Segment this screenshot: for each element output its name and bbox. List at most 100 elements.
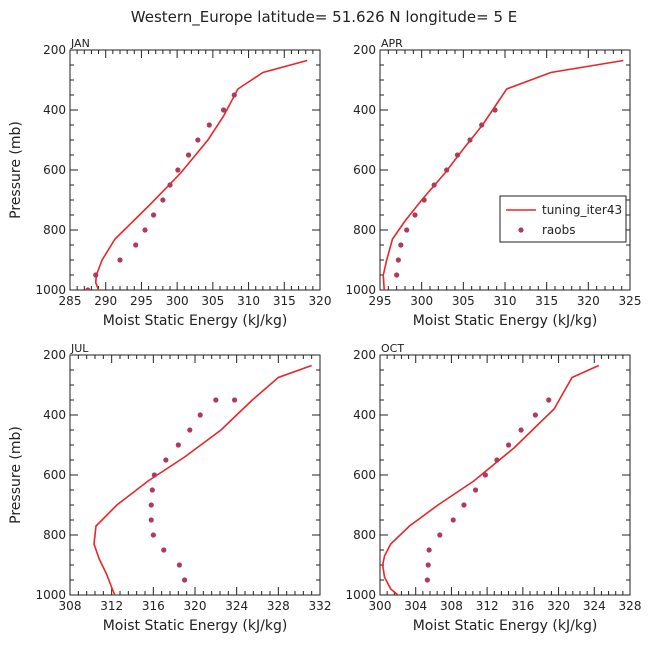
raobs-point <box>149 487 155 493</box>
raobs-point <box>461 502 467 508</box>
raobs-point <box>220 107 227 113</box>
raobs-point <box>398 242 404 248</box>
x-tick-label: 328 <box>267 599 290 613</box>
x-tick-label: 305 <box>452 294 475 308</box>
series-line-tuning-iter43 <box>94 59 308 290</box>
raobs-point <box>431 182 437 188</box>
raobs-point <box>425 562 431 568</box>
x-tick-label: 285 <box>59 294 82 308</box>
raobs-point <box>426 547 432 553</box>
legend-label: tuning_iter43 <box>542 203 622 217</box>
panel-apr: APR 295 300 305 310 315 320 325 200 400 600 800 1000… <box>345 37 641 329</box>
plot-frame <box>379 354 631 596</box>
y-tick-label: 400 <box>43 103 66 117</box>
panel-oct: OCT 300 304 308 312 316 320 324 328 200 400 600 800 1… <box>345 342 641 634</box>
series-line-tuning-iter43 <box>381 364 600 595</box>
y-tick-label: 800 <box>43 528 66 542</box>
x-tick-label: 328 <box>619 599 642 613</box>
x-tick-label: 325 <box>619 294 642 308</box>
raobs-point <box>395 257 401 263</box>
raobs-point <box>444 167 450 173</box>
raobs-point <box>148 502 154 508</box>
y-tick-label: 800 <box>353 528 376 542</box>
panel-jan: JAN 285 290 295 300 305 310 315 320 200 400 600 800 1… <box>8 37 331 329</box>
raobs-point <box>85 287 91 290</box>
x-tick-label: 310 <box>237 294 260 308</box>
raobs-point <box>518 427 524 433</box>
x-tick-label: 316 <box>142 599 165 613</box>
y-tick-label: 200 <box>43 43 66 57</box>
figure-title: Western_Europe latitude= 51.626 N longit… <box>131 8 517 27</box>
raobs-point <box>404 227 410 233</box>
legend-label: raobs <box>542 223 576 237</box>
y-axis-label: Pressure (mb) <box>8 121 24 219</box>
raobs-point <box>142 227 148 233</box>
raobs-point <box>454 152 461 158</box>
chart-panels: JAN 285 290 295 300 305 310 315 320 200 400 600 800 1… <box>8 37 641 634</box>
raobs-point <box>148 517 154 523</box>
series-line-tuning-iter43 <box>93 364 312 595</box>
raobs-point <box>187 427 193 433</box>
panel-label: OCT <box>381 342 404 355</box>
x-tick-label: 305 <box>201 294 224 308</box>
x-tick-label: 290 <box>94 294 117 308</box>
x-tick-label: 315 <box>535 294 558 308</box>
y-tick-label: 600 <box>353 468 376 482</box>
x-tick-label: 308 <box>59 599 82 613</box>
x-tick-label: 300 <box>369 599 392 613</box>
x-tick-label: 300 <box>410 294 433 308</box>
raobs-point <box>231 92 237 98</box>
raobs-point <box>213 397 219 403</box>
y-tick-label: 600 <box>43 468 66 482</box>
raobs-point <box>437 532 443 538</box>
x-tick-label: 295 <box>130 294 153 308</box>
raobs-point <box>206 122 212 128</box>
raobs-point <box>421 197 427 203</box>
raobs-point <box>133 242 139 248</box>
raobs-point <box>494 457 500 463</box>
x-tick-label: 332 <box>309 599 332 613</box>
raobs-point <box>161 547 167 553</box>
raobs-point <box>412 212 418 218</box>
raobs-point <box>151 472 157 478</box>
legend-marker-swatch <box>518 227 524 233</box>
raobs-point <box>532 412 538 418</box>
raobs-point <box>546 397 552 403</box>
x-tick-label: 324 <box>583 599 606 613</box>
y-tick-label: 200 <box>43 348 66 362</box>
series-line-tuning-iter43 <box>382 59 624 290</box>
panel-label: JUL <box>70 342 89 355</box>
raobs-point <box>394 272 400 278</box>
y-tick-label: 600 <box>353 163 376 177</box>
raobs-point <box>117 257 123 263</box>
x-tick-label: 316 <box>511 599 534 613</box>
y-tick-label: 400 <box>43 408 66 422</box>
raobs-point <box>93 272 99 278</box>
y-tick-label: 1000 <box>345 283 376 297</box>
raobs-point <box>479 122 485 128</box>
x-tick-label: 312 <box>100 599 123 613</box>
data-area <box>382 59 624 290</box>
raobs-point <box>181 577 188 583</box>
data-area <box>381 364 600 595</box>
panel-jul: JUL 308 312 316 320 324 328 332 200 400 600 800 1000… <box>8 342 331 634</box>
x-axis-label: Moist Static Energy (kJ/kg) <box>413 313 598 329</box>
x-axis-label: Moist Static Energy (kJ/kg) <box>413 618 598 634</box>
raobs-point <box>160 197 166 203</box>
x-tick-label: 312 <box>476 599 499 613</box>
raobs-point <box>150 532 156 538</box>
raobs-point <box>482 472 488 478</box>
raobs-point <box>175 167 181 173</box>
y-tick-label: 800 <box>353 223 376 237</box>
y-tick-label: 400 <box>353 103 376 117</box>
panel-label: JAN <box>70 37 90 50</box>
x-tick-label: 320 <box>309 294 332 308</box>
plot-frame <box>69 354 321 596</box>
raobs-point <box>175 442 181 448</box>
raobs-point <box>150 212 157 218</box>
x-tick-label: 315 <box>273 294 296 308</box>
raobs-point <box>424 577 430 583</box>
data-area <box>85 59 308 290</box>
